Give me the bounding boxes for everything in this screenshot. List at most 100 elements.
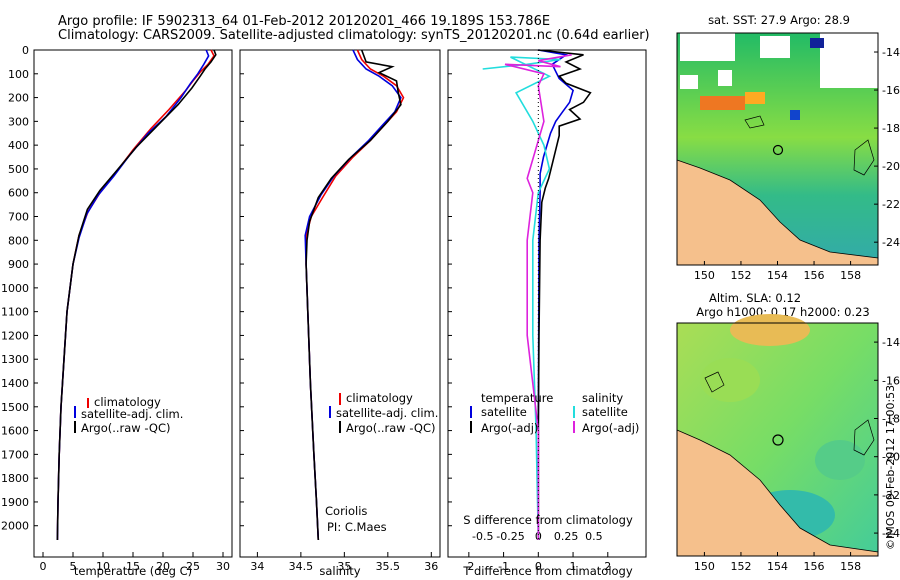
warm-patch [700,96,745,110]
map-y-tick-label: -18 [882,412,900,425]
series-line-climatology [305,49,405,541]
reef-outline [853,419,875,456]
legend-title-temperature: temperature [481,391,553,405]
x-tick-label: 35.5 [376,560,401,573]
series-line-satellite-adj-clim- [56,49,210,541]
legend-label: satellite [481,405,527,419]
plot-frame [239,49,441,558]
x-tick-label: 0 [535,560,542,573]
anomaly-patch [700,358,760,402]
legend-label: Argo(-adj) [582,421,639,435]
legend-label: Argo(..raw -QC) [81,421,171,435]
title-line-2: Climatology: CARS2009. Satellite-adjuste… [58,28,650,43]
x-tick-label: 2 [604,560,611,573]
map-y-tick-label: -22 [882,198,900,211]
no-data-region [820,33,878,88]
x2-tick-label: 0.5 [585,530,603,543]
legend-label: Argo(..raw -QC) [346,421,436,435]
x2-tick-label: 0.25 [554,530,579,543]
no-data-region [718,70,732,86]
legend-label: climatology [346,391,413,405]
legend-label: Argo(-adj) [481,421,538,435]
y-tick-label: 1700 [1,448,29,461]
x-tick-label: 34 [250,560,264,573]
map-subtitle: Argo h1000: 0.17 h2000: 0.23 [696,305,869,319]
y-tick-label: 700 [8,211,29,224]
legend-label: satellite-adj. clim. [81,407,183,421]
series-line-argo-adj-salinity- [504,54,572,540]
x-tick-label: -1 [498,560,509,573]
legend: climatology satellite-adj. clim. Argo(..… [74,395,183,435]
map-title: Altim. SLA: 0.12 [709,291,801,305]
map-y-tick-label: -24 [882,236,900,249]
x-tick-label: 34.5 [289,560,314,573]
x-tick-label: 30 [216,560,230,573]
map-y-tick-label: -16 [882,374,900,387]
y-tick-label: 100 [8,68,29,81]
x2-axis-label: S difference from climatology [463,513,633,527]
no-data-region [680,33,735,61]
x-tick-label: -2 [463,560,474,573]
y-tick-label: 0 [22,44,29,57]
x-tick-label: 36 [424,560,438,573]
sst-map: sat. SST: 27.9 Argo: 28.9 -14 -16 -18 -20 -2… [676,13,900,282]
x2-tick-label: -0.5 [472,530,493,543]
y-tick-label: 1100 [1,306,29,319]
series-line-argo-adj- [537,49,592,540]
legend-label: satellite-adj. clim. [336,406,438,420]
title-line-1: Argo profile: IF 5902313_64 01-Feb-2012 … [58,14,551,29]
series-line-argo-raw-qc- [56,49,217,541]
map-y-tick-label: -14 [882,46,900,59]
x-tick-label: 20 [156,560,170,573]
map-y-tick-label: -18 [882,122,900,135]
argo-location-marker [772,144,784,156]
series-line-satellite-salinity- [482,56,561,541]
x-axis-label: T difference from climatology [462,564,633,578]
y-tick-label: 300 [8,115,29,128]
y-tick-label: 1400 [1,377,29,390]
argo-location-marker [772,434,784,446]
y-tick-label: 900 [8,258,29,271]
no-data-region [760,36,790,58]
x-tick-label: 1 [570,560,577,573]
y-tick-label: 1900 [1,496,29,509]
map-y-tick-label: -14 [882,336,900,349]
map-y-tick-label: -20 [882,160,900,173]
y-tick-label: 1300 [1,353,29,366]
x-axis-label: temperature (deg C) [74,564,192,578]
y-tick-label: 800 [8,234,29,247]
x-tick-label: 0 [40,560,47,573]
no-data-region [680,75,698,89]
x-tick-label: 15 [126,560,140,573]
legend-label: satellite [582,405,628,419]
y-tick-label: 500 [8,163,29,176]
y-tick-label: 1600 [1,425,29,438]
warm-patch [745,92,765,104]
map-x-tick-label: 156 [804,560,825,573]
legend-title-salinity: salinity [582,391,623,405]
map-x-tick-label: 156 [804,269,825,282]
map-x-tick-label: 150 [694,560,715,573]
float-source-label: Coriolis [325,504,367,518]
map-x-tick-label: 158 [840,560,861,573]
map-x-tick-label: 154 [767,560,788,573]
y-tick-label: 1200 [1,329,29,342]
map-y-tick-label: -16 [882,84,900,97]
x-tick-label: 35 [337,560,351,573]
map-y-tick-label: -20 [882,451,900,464]
series-line-argo-raw-qc- [305,49,402,541]
credit-text: ©IMOS 09-Feb-2012 17:00:53 [884,384,897,550]
x-axis-label: salinity [319,564,360,578]
x-tick-label: 10 [96,560,110,573]
plot-frame [447,49,647,558]
sla-map: Altim. SLA: 0.12 Argo h1000: 0.17 h2000:… [676,291,900,573]
cold-patch [790,110,800,120]
map-y-tick-label: -22 [882,489,900,502]
y-tick-label: 200 [8,92,29,105]
reef-outline [704,371,725,393]
map-x-tick-label: 152 [730,269,751,282]
map-x-tick-label: 158 [840,269,861,282]
x-tick-label: 25 [186,560,200,573]
series-line-satellite [537,49,575,540]
